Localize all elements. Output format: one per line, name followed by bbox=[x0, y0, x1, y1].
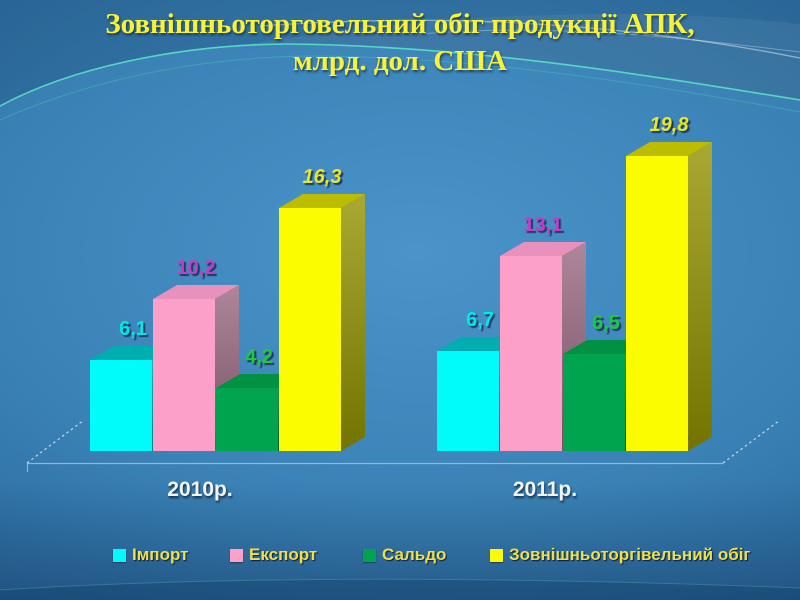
bar-turnover-2010 bbox=[279, 208, 341, 451]
category-label-2010: 2010р. bbox=[167, 478, 233, 501]
bar-value-label-turnover-2010: 16,3 bbox=[302, 166, 342, 188]
legend-item-balance: Сальдо bbox=[363, 544, 446, 566]
bar-top-face-export-2010 bbox=[153, 285, 239, 299]
legend-label-export: Експорт bbox=[249, 545, 318, 564]
bar-side-face-turnover-2010 bbox=[341, 194, 365, 451]
floor-edge-left bbox=[26, 419, 85, 464]
bar-export-2010 bbox=[153, 299, 215, 451]
legend-label-import: Імпорт bbox=[132, 545, 189, 564]
legend-label-balance: Сальдо bbox=[382, 545, 447, 564]
bar-value-label-import-2011: 6,7 bbox=[466, 309, 494, 331]
bar-value-label-balance-2010: 4,2 bbox=[245, 346, 273, 368]
chart-legend: Імпорт Експорт Сальдо Зовнішньоторгівель… bbox=[0, 544, 800, 570]
bar-side-face-turnover-2011 bbox=[688, 142, 712, 451]
legend-label-turnover: Зовнішньоторгівельний обіг bbox=[509, 545, 751, 564]
bar-top-face-turnover-2011 bbox=[626, 142, 712, 156]
bar-balance-2010 bbox=[216, 388, 278, 451]
bar-export-2011 bbox=[500, 256, 562, 451]
legend-swatch-balance bbox=[363, 548, 376, 562]
legend-item-turnover: Зовнішньоторгівельний обіг bbox=[490, 544, 751, 566]
bar-top-face-turnover-2010 bbox=[279, 194, 365, 208]
bar-import-2011 bbox=[437, 351, 499, 451]
bar-top-face-export-2011 bbox=[500, 242, 586, 256]
legend-item-import: Імпорт bbox=[113, 544, 188, 566]
category-label-2011: 2011р. bbox=[512, 478, 578, 501]
bar-value-label-export-2010: 10,2 bbox=[176, 257, 216, 279]
floor-edge-right bbox=[722, 419, 781, 464]
bar-value-label-import-2010: 6,1 bbox=[119, 318, 147, 340]
slide-title-line-1: Зовнішньоторговельний обіг продукції АПК… bbox=[105, 8, 695, 40]
legend-swatch-turnover bbox=[490, 548, 503, 562]
bar-balance-2011 bbox=[563, 354, 625, 451]
bar-value-label-turnover-2011: 19,8 bbox=[649, 114, 689, 136]
slide-title-line-2: млрд. дол. США bbox=[292, 45, 508, 78]
bar-import-2010 bbox=[90, 360, 152, 451]
legend-item-export: Експорт bbox=[230, 544, 317, 566]
bar-value-label-balance-2011: 6,5 bbox=[592, 312, 620, 334]
slide-title: Зовнішньоторговельний обіг продукції АПК… bbox=[0, 6, 800, 80]
bar-value-label-export-2011: 13,1 bbox=[523, 214, 563, 236]
legend-swatch-export bbox=[230, 548, 243, 562]
bar-turnover-2011 bbox=[626, 156, 688, 451]
legend-swatch-import bbox=[113, 548, 126, 562]
